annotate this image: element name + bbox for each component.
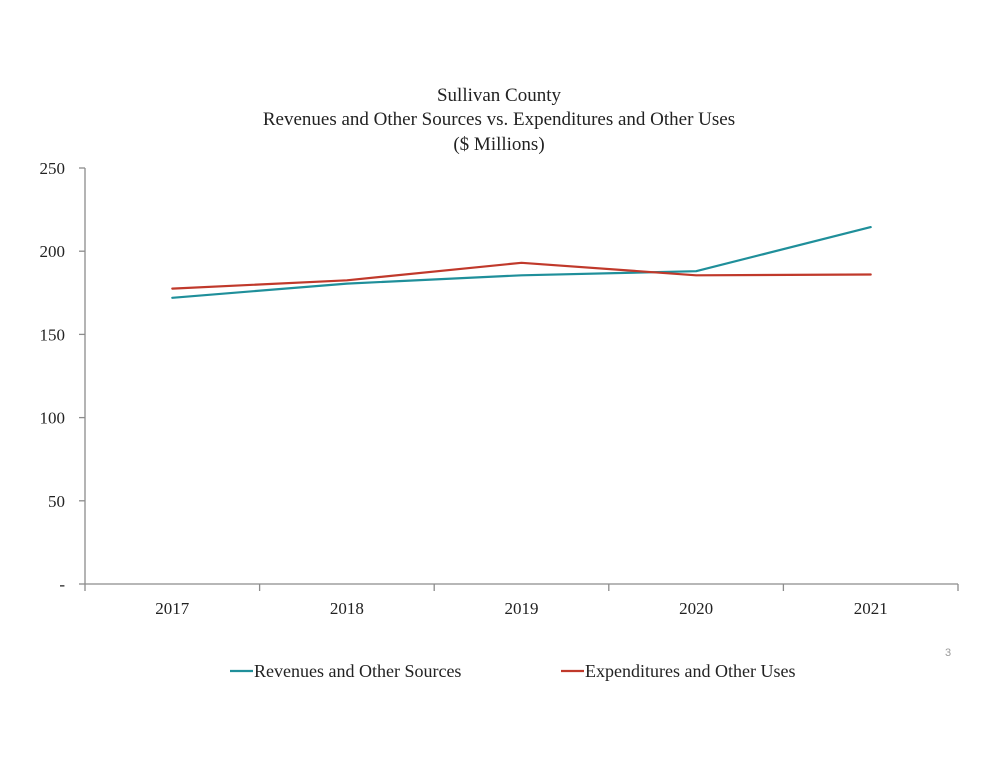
legend-item: Revenues and Other Sources xyxy=(230,661,461,681)
chart-title-line-3: ($ Millions) xyxy=(453,134,544,155)
legend: Revenues and Other Sources Expenditures a… xyxy=(230,661,795,681)
x-tick-label: 2017 xyxy=(155,599,190,618)
x-tick-label: 2021 xyxy=(854,599,888,618)
x-tick-label: 2020 xyxy=(679,599,713,618)
x-axis-ticks: 2017 2018 2019 2020 2021 xyxy=(84,584,959,618)
series-line-revenues xyxy=(171,226,872,299)
chart-title: Sullivan County Revenues and Other Sourc… xyxy=(263,85,735,155)
chart-title-line-1: Sullivan County xyxy=(437,85,562,106)
legend-label: Revenues and Other Sources xyxy=(254,661,461,681)
axes xyxy=(84,168,958,585)
y-tick-label: 250 xyxy=(40,159,66,178)
y-tick-label: - xyxy=(59,575,65,594)
legend-label: Expenditures and Other Uses xyxy=(585,661,795,681)
y-tick-label: 200 xyxy=(40,242,66,261)
x-tick-label: 2018 xyxy=(330,599,364,618)
chart-title-line-2: Revenues and Other Sources vs. Expenditu… xyxy=(263,109,735,130)
series-line-expenditures xyxy=(171,261,872,290)
y-tick-label: 150 xyxy=(40,325,66,344)
y-tick-label: 100 xyxy=(40,409,66,428)
y-tick-label: 50 xyxy=(48,492,65,511)
x-tick-label: 2019 xyxy=(505,599,539,618)
page-number: 3 xyxy=(945,647,951,659)
series-lines xyxy=(171,226,872,299)
y-axis-ticks: - 50 100 150 200 250 xyxy=(40,159,85,594)
legend-item: Expenditures and Other Uses xyxy=(561,661,795,681)
